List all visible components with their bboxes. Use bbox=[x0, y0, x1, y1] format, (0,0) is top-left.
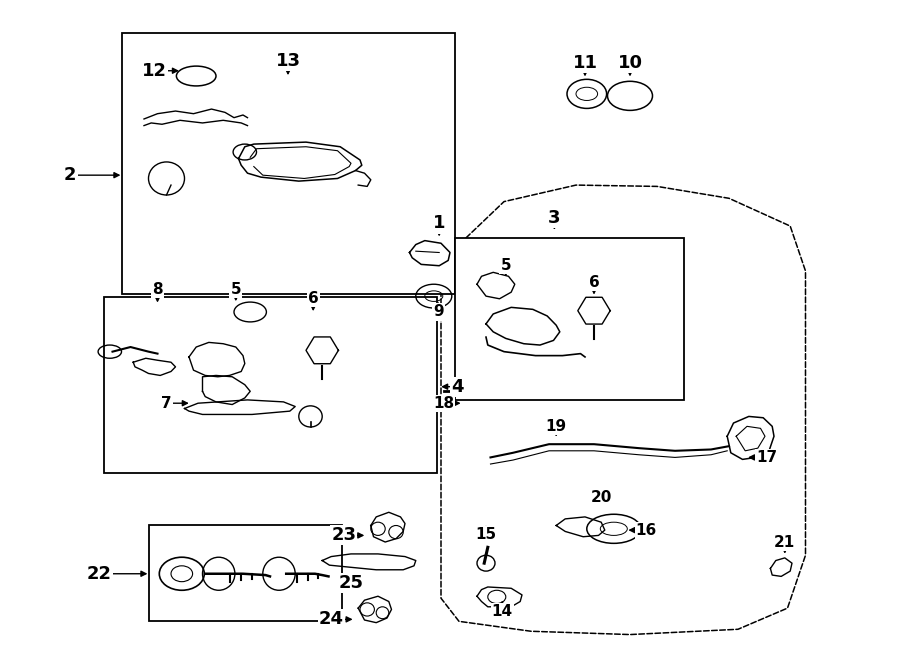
Text: 11: 11 bbox=[572, 54, 598, 72]
Text: 22: 22 bbox=[86, 564, 112, 583]
Text: 7: 7 bbox=[161, 396, 172, 410]
Text: 16: 16 bbox=[635, 523, 657, 537]
Bar bbox=[148, 525, 342, 621]
Text: 10: 10 bbox=[617, 54, 643, 72]
Text: 20: 20 bbox=[590, 490, 612, 504]
Text: 2: 2 bbox=[64, 166, 76, 184]
Text: 13: 13 bbox=[275, 52, 301, 70]
Bar bbox=[104, 297, 436, 473]
Text: 8: 8 bbox=[152, 282, 163, 297]
Text: 1: 1 bbox=[433, 214, 446, 233]
Bar bbox=[122, 33, 454, 294]
Text: 21: 21 bbox=[774, 535, 796, 549]
Text: 12: 12 bbox=[142, 61, 167, 80]
Text: 17: 17 bbox=[756, 450, 778, 465]
Text: 14: 14 bbox=[491, 604, 513, 619]
Text: 9: 9 bbox=[433, 305, 444, 319]
Text: 24: 24 bbox=[319, 610, 344, 629]
Text: 6: 6 bbox=[308, 292, 319, 306]
Text: 15: 15 bbox=[475, 527, 497, 541]
Text: 3: 3 bbox=[548, 209, 561, 227]
Text: 19: 19 bbox=[545, 419, 567, 434]
Text: 4: 4 bbox=[451, 377, 464, 396]
Text: 23: 23 bbox=[331, 526, 356, 545]
Text: 25: 25 bbox=[338, 574, 364, 592]
Text: 6: 6 bbox=[589, 276, 599, 290]
Bar bbox=[454, 238, 684, 400]
Text: 18: 18 bbox=[433, 396, 454, 410]
Text: 5: 5 bbox=[500, 258, 511, 273]
Text: 5: 5 bbox=[230, 282, 241, 297]
